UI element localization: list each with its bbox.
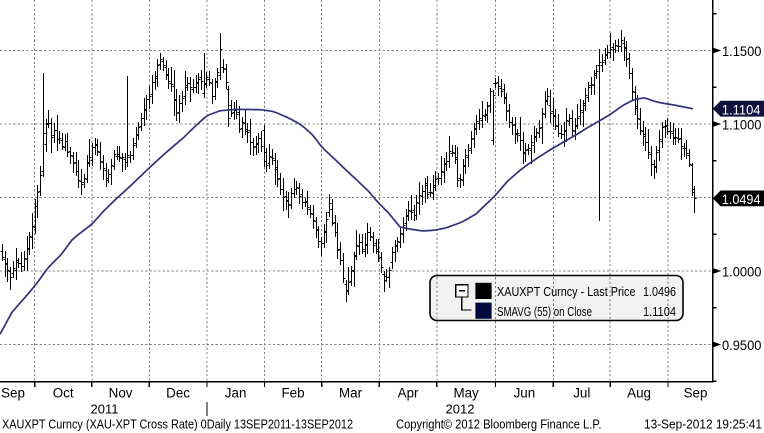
svg-text:Copyright© 2012 Bloomberg Fina: Copyright© 2012 Bloomberg Finance L.P. — [396, 417, 602, 432]
svg-text:1.1500: 1.1500 — [722, 44, 761, 59]
svg-text:0.9500: 0.9500 — [722, 338, 761, 353]
svg-text:Sep: Sep — [684, 386, 708, 401]
svg-text:1.0496: 1.0496 — [643, 284, 676, 299]
svg-text:Jun: Jun — [514, 386, 536, 401]
svg-text:1.1104: 1.1104 — [643, 304, 676, 319]
svg-text:1.1000: 1.1000 — [722, 118, 761, 133]
svg-text:SMAVG (55) on Close: SMAVG (55) on Close — [497, 304, 592, 319]
svg-text:Nov: Nov — [109, 386, 133, 401]
svg-text:Mar: Mar — [339, 386, 363, 401]
svg-text:Jan: Jan — [225, 386, 247, 401]
svg-text:Apr: Apr — [398, 386, 419, 401]
svg-text:2012: 2012 — [446, 402, 475, 417]
svg-text:13-Sep-2012 19:25:41: 13-Sep-2012 19:25:41 — [644, 417, 762, 432]
svg-text:Dec: Dec — [166, 386, 190, 401]
svg-text:Jul: Jul — [573, 386, 590, 401]
svg-text:XAUXPT Curncy (XAU-XPT Cross R: XAUXPT Curncy (XAU-XPT Cross Rate) 0Dail… — [2, 417, 353, 432]
svg-text:1.0000: 1.0000 — [722, 265, 761, 280]
svg-text:May: May — [453, 386, 479, 401]
svg-text:Sep: Sep — [1, 386, 25, 401]
svg-text:Oct: Oct — [53, 386, 74, 401]
svg-text:1.1104: 1.1104 — [722, 102, 761, 117]
svg-text:XAUXPT Curncy - Last Price: XAUXPT Curncy - Last Price — [497, 284, 636, 299]
svg-text:2011: 2011 — [91, 402, 119, 417]
svg-text:Feb: Feb — [281, 386, 304, 401]
svg-text:1.0494: 1.0494 — [722, 192, 761, 207]
svg-text:Aug: Aug — [627, 386, 651, 401]
